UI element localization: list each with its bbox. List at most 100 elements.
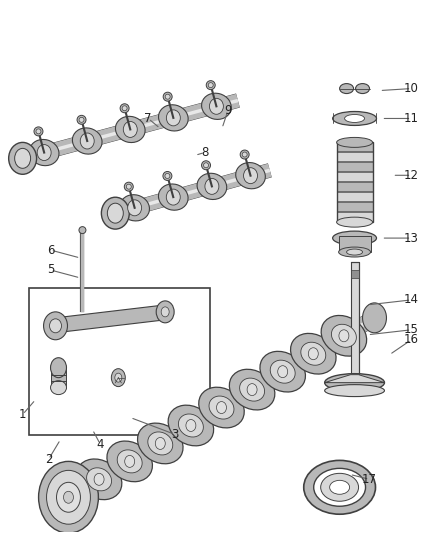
Ellipse shape [304,461,375,514]
Ellipse shape [321,316,367,356]
Text: 6: 6 [47,244,54,256]
Bar [339,236,371,252]
Ellipse shape [124,122,137,138]
Ellipse shape [64,491,74,503]
Ellipse shape [325,374,385,392]
Bar [28,288,210,435]
Text: 8: 8 [201,146,209,159]
Text: 16: 16 [404,333,419,346]
Ellipse shape [206,80,215,90]
Ellipse shape [57,482,81,512]
Ellipse shape [278,366,288,378]
Text: 12: 12 [404,169,419,182]
Ellipse shape [209,396,234,419]
Ellipse shape [242,152,247,157]
Text: 1: 1 [19,408,26,421]
Ellipse shape [325,385,385,397]
Ellipse shape [94,473,104,486]
Ellipse shape [247,384,257,395]
Text: 13: 13 [404,232,419,245]
Ellipse shape [345,115,364,123]
Bar [337,163,372,171]
Ellipse shape [339,330,349,342]
Ellipse shape [314,469,366,506]
Ellipse shape [178,414,203,437]
Ellipse shape [356,84,370,94]
Ellipse shape [339,84,353,94]
Ellipse shape [50,358,67,378]
Ellipse shape [101,197,129,229]
Text: 14: 14 [404,293,419,306]
Ellipse shape [240,378,265,401]
Ellipse shape [201,93,231,119]
Ellipse shape [244,168,258,184]
Ellipse shape [321,473,359,501]
Text: 2: 2 [45,453,52,466]
Ellipse shape [148,432,173,455]
Ellipse shape [209,98,223,114]
Ellipse shape [43,312,67,340]
Bar [337,202,372,211]
Ellipse shape [163,92,172,101]
Ellipse shape [332,324,357,348]
Ellipse shape [107,203,124,223]
Ellipse shape [111,369,125,386]
Ellipse shape [87,468,112,491]
Ellipse shape [332,111,377,125]
Ellipse shape [50,381,67,394]
Ellipse shape [337,217,372,227]
Text: 7: 7 [145,112,152,125]
Bar [337,152,372,161]
Ellipse shape [37,144,51,160]
Ellipse shape [76,459,122,499]
Bar [50,368,67,387]
Bar [337,142,372,151]
Ellipse shape [155,438,165,449]
Ellipse shape [330,480,350,494]
Ellipse shape [156,301,174,323]
Ellipse shape [124,182,133,191]
Ellipse shape [166,189,180,205]
Ellipse shape [301,342,326,365]
Ellipse shape [34,127,43,136]
Ellipse shape [79,117,84,122]
Polygon shape [325,375,385,383]
Ellipse shape [216,401,226,414]
Ellipse shape [339,247,371,257]
Ellipse shape [36,129,41,134]
Ellipse shape [9,142,37,174]
Ellipse shape [120,104,129,113]
Text: 3: 3 [171,428,179,441]
Bar [337,182,372,191]
Ellipse shape [197,173,227,199]
Ellipse shape [308,348,318,360]
Ellipse shape [127,200,141,216]
Ellipse shape [115,373,122,382]
Text: 10: 10 [404,82,419,95]
Bar [350,262,359,375]
Ellipse shape [107,441,152,482]
Ellipse shape [79,227,86,233]
Bar [337,212,372,221]
Ellipse shape [163,172,172,181]
Ellipse shape [290,333,336,374]
Ellipse shape [80,133,94,149]
Ellipse shape [204,163,208,168]
Ellipse shape [120,195,149,221]
Ellipse shape [77,115,86,124]
Ellipse shape [122,106,127,111]
Ellipse shape [46,470,90,524]
Ellipse shape [168,405,214,446]
Bar [337,142,372,222]
Text: 4: 4 [97,438,104,451]
Text: 5: 5 [47,263,54,277]
Text: 11: 11 [404,112,419,125]
Ellipse shape [332,231,377,245]
Ellipse shape [260,351,305,392]
Text: 15: 15 [404,324,419,336]
Ellipse shape [125,455,134,467]
Text: 17: 17 [362,473,377,486]
Ellipse shape [346,249,363,255]
Ellipse shape [165,94,170,99]
Bar [337,172,372,181]
